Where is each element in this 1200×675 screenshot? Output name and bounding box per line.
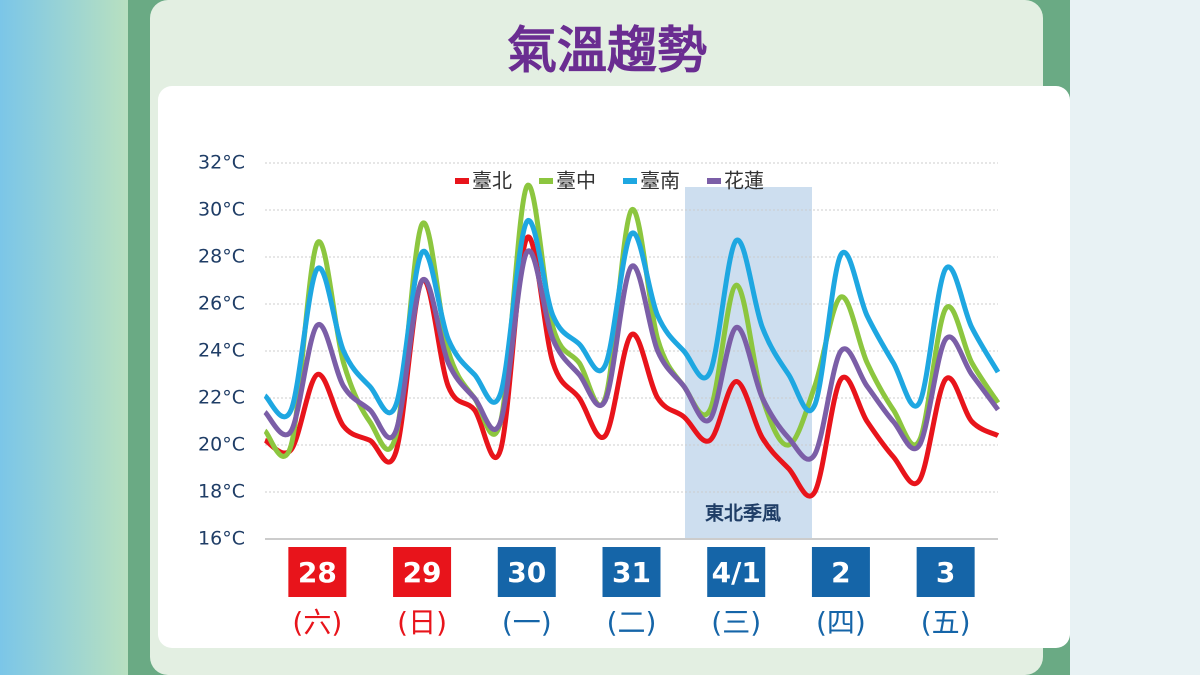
series-line xyxy=(263,248,1001,462)
chart-title: 氣溫趨勢 xyxy=(507,22,707,80)
date-box xyxy=(707,547,766,597)
date-label: 31 xyxy=(612,556,651,589)
series-line xyxy=(263,234,1000,499)
weekday-label: (二) xyxy=(607,606,657,639)
weekday-label: (四) xyxy=(816,606,866,639)
date-box xyxy=(497,547,556,597)
y-tick-label: 28°C xyxy=(198,246,245,268)
monsoon-band xyxy=(685,187,812,538)
legend-label: 花蓮 xyxy=(724,169,764,193)
date-box xyxy=(288,547,347,597)
series-line xyxy=(263,217,1001,420)
date-box xyxy=(811,547,870,597)
weekday-label: (五) xyxy=(921,606,971,639)
date-box xyxy=(916,547,975,597)
annotation: 東北季風 xyxy=(705,502,781,525)
y-tick-label: 32°C xyxy=(198,152,245,174)
y-tick-label: 22°C xyxy=(198,387,245,409)
date-label: 2 xyxy=(831,556,850,589)
legend-label: 臺南 xyxy=(640,169,680,193)
weekday-label: (三) xyxy=(711,606,761,639)
y-tick-label: 16°C xyxy=(198,528,245,550)
y-tick-label: 26°C xyxy=(198,293,245,315)
y-tick-label: 30°C xyxy=(198,199,245,221)
weekday-label: (六) xyxy=(292,606,342,639)
y-tick-label: 20°C xyxy=(198,434,245,456)
y-tick-label: 18°C xyxy=(198,481,245,503)
right-blur xyxy=(1070,0,1200,675)
legend-swatch xyxy=(455,178,469,184)
weekday-label: (一) xyxy=(502,606,552,639)
date-box xyxy=(393,547,452,597)
y-tick-label: 24°C xyxy=(198,340,245,362)
legend-swatch xyxy=(707,178,721,184)
legend-label: 臺北 xyxy=(472,169,512,193)
legend-label: 臺中 xyxy=(556,169,596,193)
weekday-label: (日) xyxy=(397,606,447,639)
date-box xyxy=(602,547,661,597)
legend-swatch xyxy=(623,178,637,184)
date-label: 3 xyxy=(936,556,955,589)
legend-swatch xyxy=(539,178,553,184)
left-blur xyxy=(0,0,128,675)
date-label: 4/1 xyxy=(712,556,761,589)
date-label: 29 xyxy=(403,556,442,589)
date-label: 30 xyxy=(507,556,546,589)
date-label: 28 xyxy=(298,556,337,589)
